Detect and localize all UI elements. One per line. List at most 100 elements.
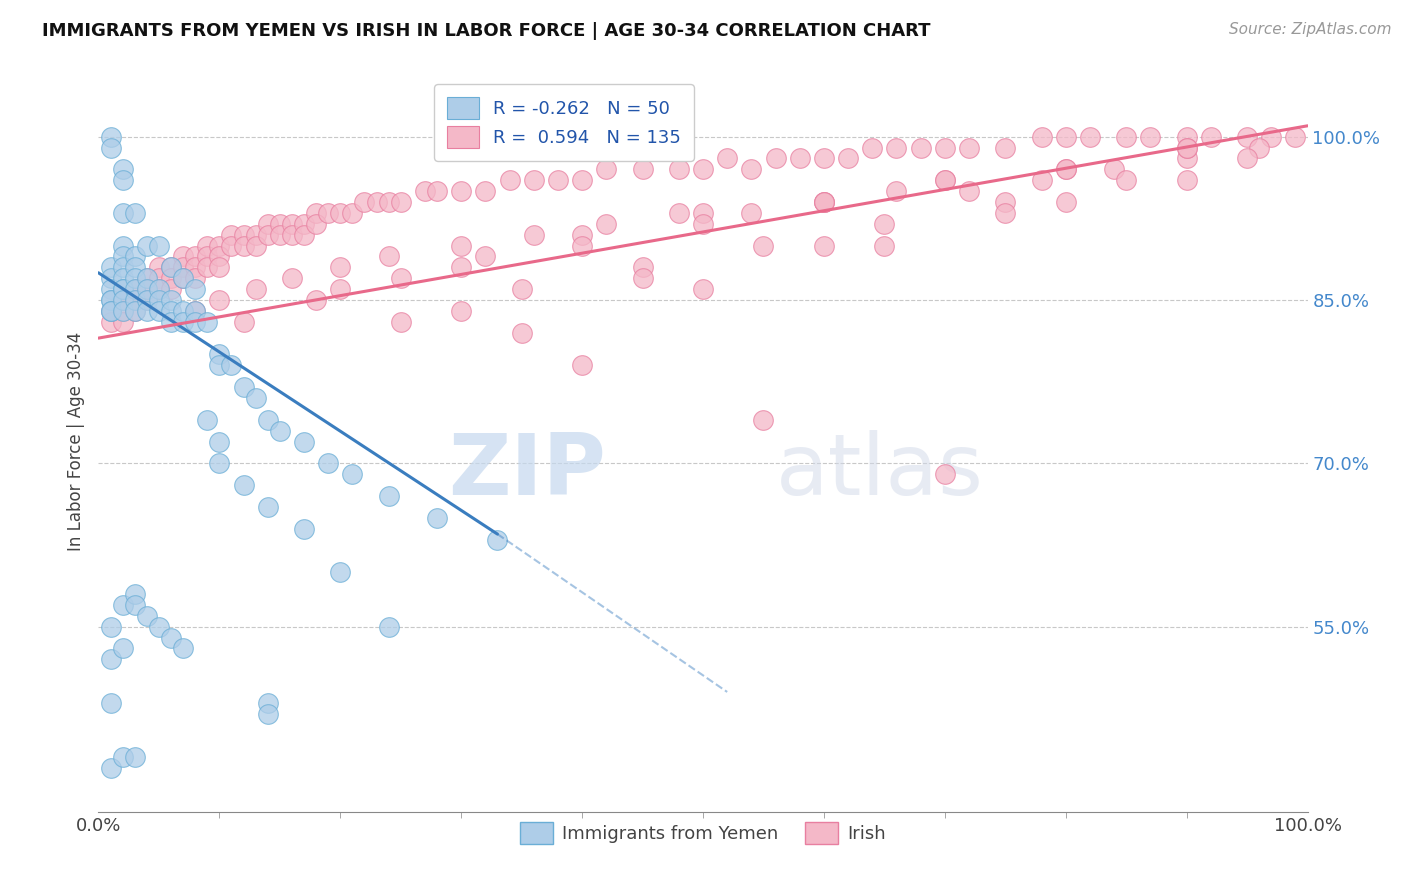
Point (994, 206, 1017, 220)
Point (208, 238, 231, 252)
Point (160, 293, 183, 307)
Point (692, 162, 714, 177)
Point (342, 467, 364, 482)
Point (1115, 129, 1137, 144)
Point (111, 260, 134, 275)
Point (172, 260, 194, 275)
Point (1199, 129, 1222, 144)
Point (111, 293, 134, 307)
Point (184, 282, 207, 296)
Point (148, 619, 170, 633)
Point (148, 260, 170, 275)
Point (305, 293, 328, 307)
Text: atlas: atlas (776, 430, 984, 513)
Point (124, 293, 146, 307)
Point (269, 217, 291, 231)
Text: Source: ZipAtlas.com: Source: ZipAtlas.com (1229, 22, 1392, 37)
Point (377, 489, 399, 503)
Point (474, 250, 496, 264)
Point (1102, 162, 1125, 177)
Point (135, 282, 157, 296)
Point (1260, 129, 1282, 144)
Point (571, 359, 593, 373)
Point (765, 152, 787, 166)
Point (450, 304, 472, 318)
Point (111, 293, 134, 307)
Point (111, 315, 134, 329)
Point (111, 206, 134, 220)
Point (208, 434, 231, 449)
Point (813, 194, 835, 209)
Point (100, 140, 122, 154)
Point (111, 598, 134, 612)
Point (571, 227, 593, 242)
Point (426, 184, 449, 198)
Point (413, 184, 436, 198)
Point (124, 282, 146, 296)
Point (160, 271, 183, 285)
Point (389, 315, 412, 329)
Point (668, 162, 690, 177)
Point (510, 282, 533, 296)
Point (245, 227, 267, 242)
Text: ZIP: ZIP (449, 430, 606, 513)
Point (172, 271, 194, 285)
Point (1078, 129, 1101, 144)
Point (184, 260, 207, 275)
Point (450, 238, 472, 252)
Point (498, 173, 520, 187)
Point (184, 304, 207, 318)
Point (292, 217, 315, 231)
Point (221, 359, 243, 373)
Point (292, 227, 315, 242)
Point (160, 260, 183, 275)
Point (692, 206, 714, 220)
Point (208, 250, 231, 264)
Point (100, 282, 122, 296)
Point (389, 271, 412, 285)
Point (486, 533, 509, 547)
Point (172, 641, 194, 656)
Point (148, 282, 170, 296)
Point (329, 282, 352, 296)
Point (221, 227, 243, 242)
Point (184, 250, 207, 264)
Point (195, 413, 218, 427)
Point (100, 304, 122, 318)
Point (135, 608, 157, 623)
Point (100, 293, 122, 307)
Point (957, 140, 980, 154)
Point (148, 293, 170, 307)
Point (172, 304, 194, 318)
Point (1139, 129, 1161, 144)
Point (232, 238, 254, 252)
Point (256, 500, 278, 514)
Point (256, 696, 278, 710)
Legend: Immigrants from Yemen, Irish: Immigrants from Yemen, Irish (513, 814, 893, 851)
Point (135, 304, 157, 318)
Point (1175, 173, 1198, 187)
Y-axis label: In Labor Force | Age 30-34: In Labor Force | Age 30-34 (66, 332, 84, 551)
Point (172, 250, 194, 264)
Point (269, 424, 291, 438)
Point (111, 304, 134, 318)
Point (124, 304, 146, 318)
Point (100, 260, 122, 275)
Point (111, 238, 134, 252)
Point (860, 140, 883, 154)
Point (160, 282, 183, 296)
Point (208, 260, 231, 275)
Point (1175, 129, 1198, 144)
Point (353, 194, 375, 209)
Point (523, 173, 546, 187)
Point (316, 456, 339, 470)
Point (100, 761, 122, 775)
Point (389, 194, 412, 209)
Point (934, 173, 956, 187)
Point (111, 282, 134, 296)
Point (111, 250, 134, 264)
Point (124, 271, 146, 285)
Point (547, 173, 569, 187)
Point (135, 293, 157, 307)
Point (208, 347, 231, 361)
